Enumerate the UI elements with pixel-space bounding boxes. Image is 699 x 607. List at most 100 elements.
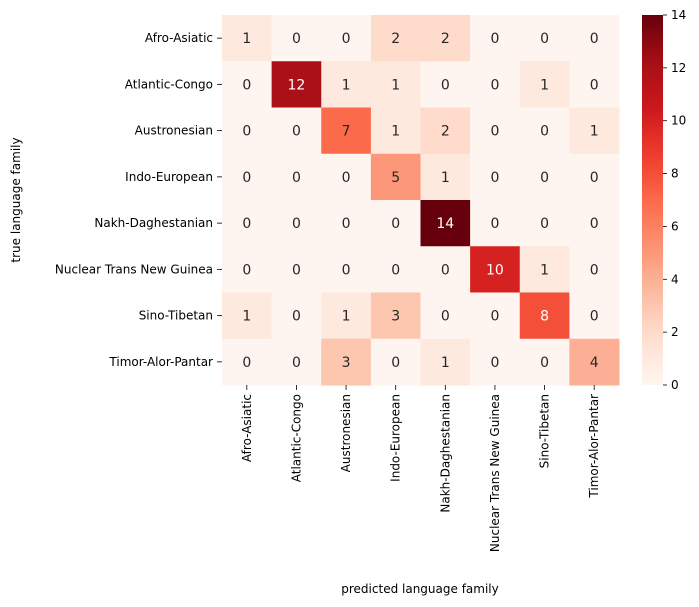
cell-value-label: 1 [540,77,549,93]
heatmap-cell [271,338,322,386]
heatmap-cell [470,246,521,293]
heatmap-cell [470,15,521,62]
heatmap-cell [519,107,570,155]
cell-value-label: 0 [490,77,499,93]
cell-value-label: 0 [242,77,251,93]
heatmap-cell [519,200,570,247]
heatmap-cell [370,153,421,201]
heatmap-cell [519,15,570,62]
cell-value-label: 0 [292,355,301,371]
cell-value-label: 0 [292,216,301,232]
cell-value-label: 1 [242,309,251,325]
cell-value-label: 0 [441,309,450,325]
heatmap-cell [321,61,372,108]
colorbar-tick-label: 14 [671,8,686,22]
cell-value-label: 0 [441,262,450,278]
heatmap-cell [271,246,322,293]
cell-value-label: 1 [342,309,351,325]
heatmap-cell [420,338,471,386]
heatmap-cell [222,61,273,108]
cell-value-label: 0 [292,262,301,278]
cell-value-label: 10 [486,262,504,278]
cell-value-label: 0 [342,170,351,186]
cell-value-label: 1 [540,262,549,278]
heatmap-cell [222,292,273,340]
cell-value-label: 0 [540,355,549,371]
cell-value-label: 0 [292,124,301,140]
heatmap-cell [370,292,421,340]
cell-value-label: 0 [342,262,351,278]
colorbar-tick-label: 6 [671,219,679,233]
cell-value-label: 0 [590,216,599,232]
heatmap-cell [222,107,273,155]
cell-value-label: 0 [590,309,599,325]
heatmap-cell [271,200,322,247]
heatmap-cell [519,338,570,386]
cell-value-label: 0 [242,355,251,371]
cell-value-label: 0 [540,31,549,47]
colorbar-tick-label: 4 [671,272,679,286]
cell-value-label: 2 [441,31,450,47]
cell-value-label: 14 [436,216,454,232]
x-tick-label: Austronesian [339,394,353,472]
heatmap-cell [420,292,471,340]
heatmap-cell [519,246,570,293]
heatmap-cell [222,338,273,386]
cell-value-label: 1 [441,355,450,371]
heatmap-cell [519,61,570,108]
cell-value-label: 0 [490,309,499,325]
heatmap-cell [321,15,372,62]
heatmap-cell [470,107,521,155]
x-tick-label: Indo-European [389,394,403,482]
heatmap-cell [271,61,322,108]
heatmap-cell [321,338,372,386]
heatmap-cell [321,107,372,155]
x-tick-label: Afro-Asiatic [240,394,254,462]
cell-value-label: 0 [292,170,301,186]
heatmap-cell [222,153,273,201]
x-tick-label: Atlantic-Congo [289,394,303,482]
cell-value-label: 0 [391,355,400,371]
y-tick-label: Sino-Tibetan [139,309,213,323]
colorbar-tick-label: 2 [671,325,679,339]
heatmap-cell [569,200,620,247]
cell-value-label: 0 [242,216,251,232]
heatmap-cell [569,153,620,201]
heatmap-cell [370,338,421,386]
colorbar-tick-label: 0 [671,378,679,392]
x-tick-label: Timor-Alor-Pantar [587,394,601,499]
cell-value-labels: 1 0 0 2 2 0 0 00 12 1 1 0 0 1 00 0 7 1 2 0 0 10 0 0 5 1 0 0 00 0 0 0 14 0… [242,31,598,371]
cell-value-label: 0 [590,31,599,47]
y-tick-label: Afro-Asiatic [145,31,213,45]
y-tick-label: Indo-European [125,170,213,184]
cell-value-label: 0 [242,262,251,278]
x-tick-label: Sino-Tibetan [538,394,552,468]
heatmap-cell [222,200,273,247]
cell-value-label: 1 [391,124,400,140]
cell-value-label: 0 [590,262,599,278]
cell-value-label: 3 [342,355,351,371]
heatmap-cell [420,15,471,62]
heatmap-cell [420,107,471,155]
heatmap-cell [271,15,322,62]
cell-value-label: 1 [441,170,450,186]
heatmap-cell [470,200,521,247]
heatmap-cell [569,107,620,155]
heatmap-cell [321,292,372,340]
cell-value-label: 1 [342,77,351,93]
heatmap-cell [370,15,421,62]
heatmap-cell [420,153,471,201]
cell-value-label: 7 [342,124,351,140]
y-tick-label: Timor-Alor-Pantar [108,355,213,369]
cell-value-label: 1 [242,31,251,47]
cell-value-label: 1 [391,77,400,93]
heatmap-cells [222,15,620,386]
x-axis-ticks: Afro-Asiatic Atlantic-Congo Austronesian In… [240,385,601,552]
cell-value-label: 0 [540,170,549,186]
x-tick-label: Nakh-Daghestanian [438,394,452,513]
cell-value-label: 3 [391,309,400,325]
heatmap-cell [420,246,471,293]
cell-value-label: 0 [242,124,251,140]
y-tick-label: Nuclear Trans New Guinea [55,262,213,276]
